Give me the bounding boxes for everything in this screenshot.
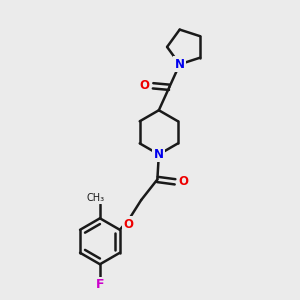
Text: N: N — [154, 148, 164, 161]
Text: O: O — [124, 218, 134, 231]
Text: O: O — [140, 79, 150, 92]
Text: CH₃: CH₃ — [86, 193, 105, 203]
Text: O: O — [179, 175, 189, 188]
Text: N: N — [175, 58, 185, 71]
Text: F: F — [96, 278, 104, 291]
